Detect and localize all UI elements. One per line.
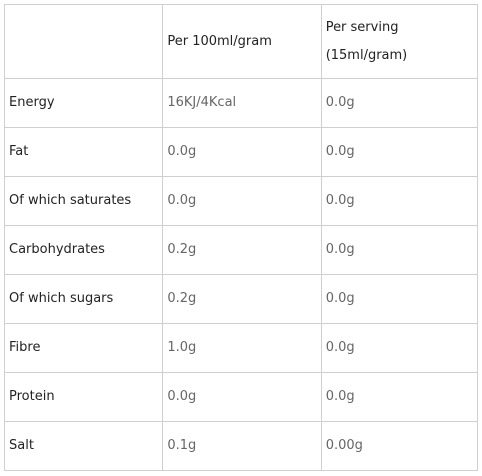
- table-row: Carbohydrates 0.2g 0.0g: [3, 225, 479, 275]
- header-per-serving-line1: Per serving: [325, 19, 399, 35]
- row-label: Energy: [3, 78, 164, 128]
- per-serving-value: 0.0g: [320, 176, 479, 226]
- table-header-row: Per 100ml/gram Per serving (15ml/gram): [3, 4, 479, 79]
- per-100-value: 0.0g: [162, 127, 322, 177]
- row-label: Protein: [3, 372, 164, 422]
- per-100-value: 1.0g: [162, 323, 322, 373]
- per-serving-value: 0.0g: [320, 372, 479, 422]
- table-row: Protein 0.0g 0.0g: [3, 372, 479, 422]
- header-per-serving-line2: (15ml/gram): [325, 47, 408, 63]
- table-row: Energy 16KJ/4Kcal 0.0g: [3, 78, 479, 128]
- per-serving-value: 0.0g: [320, 78, 479, 128]
- row-label: Of which sugars: [3, 274, 164, 324]
- table-row: Of which sugars 0.2g 0.0g: [3, 274, 479, 324]
- per-100-value: 0.0g: [162, 372, 322, 422]
- nutrition-table: Per 100ml/gram Per serving (15ml/gram) E…: [3, 4, 479, 471]
- header-per-100: Per 100ml/gram: [162, 4, 322, 79]
- per-serving-value: 0.0g: [320, 225, 479, 275]
- header-per-serving: Per serving (15ml/gram): [320, 4, 479, 79]
- table-row: Fibre 1.0g 0.0g: [3, 323, 479, 373]
- row-label: Fat: [3, 127, 164, 177]
- row-label: Salt: [3, 421, 164, 471]
- table-row: Salt 0.1g 0.00g: [3, 421, 479, 471]
- per-100-value: 0.0g: [162, 176, 322, 226]
- per-serving-value: 0.0g: [320, 274, 479, 324]
- per-serving-value: 0.0g: [320, 127, 479, 177]
- per-100-value: 0.2g: [162, 274, 322, 324]
- table-row: Fat 0.0g 0.0g: [3, 127, 479, 177]
- table-row: Of which saturates 0.0g 0.0g: [3, 176, 479, 226]
- row-label: Fibre: [3, 323, 164, 373]
- per-serving-value: 0.0g: [320, 323, 479, 373]
- per-100-value: 0.1g: [162, 421, 322, 471]
- per-serving-value: 0.00g: [320, 421, 479, 471]
- header-empty-cell: [3, 4, 164, 79]
- row-label: Of which saturates: [3, 176, 164, 226]
- per-100-value: 16KJ/4Kcal: [162, 78, 322, 128]
- per-100-value: 0.2g: [162, 225, 322, 275]
- row-label: Carbohydrates: [3, 225, 164, 275]
